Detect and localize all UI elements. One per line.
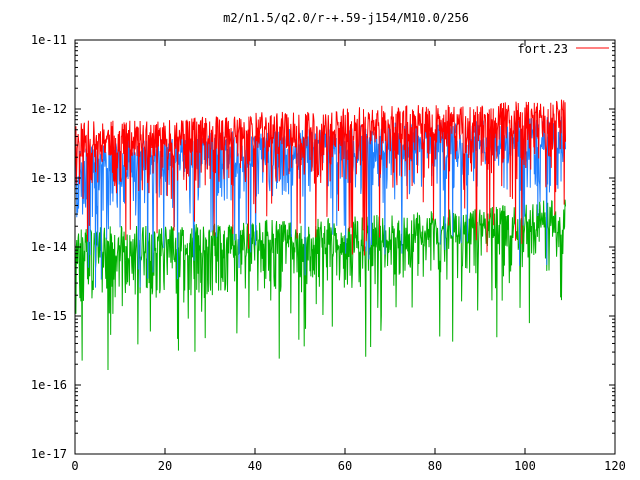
y-tick-label: 1e-12: [31, 102, 67, 116]
y-tick-label: 1e-13: [31, 171, 67, 185]
y-tick-label: 1e-17: [31, 447, 67, 461]
y-tick-label: 1e-16: [31, 378, 67, 392]
y-tick-label: 1e-11: [31, 33, 67, 47]
x-tick-label: 40: [248, 459, 262, 473]
axes-layer: 0 20 40 60 80 100 120 1e-17 1e-16 1e-15 1e-14 1e-13…: [31, 33, 626, 473]
x-tick-label: 0: [71, 459, 78, 473]
series-layer: [74, 99, 566, 371]
y-tick-label: 1e-14: [31, 240, 67, 254]
legend: fort.23: [517, 42, 609, 56]
x-tick-label: 60: [338, 459, 352, 473]
chart-title: m2/n1.5/q2.0/r-+.59-j154/M10.0/256: [223, 11, 469, 25]
x-tick-label: 100: [514, 459, 536, 473]
x-tick-label: 120: [604, 459, 626, 473]
series-line-series-2: [74, 199, 566, 371]
x-tick-label: 80: [428, 459, 442, 473]
x-tick-label: 20: [158, 459, 172, 473]
legend-label-fort-23: fort.23: [517, 42, 568, 56]
y-tick-label: 1e-15: [31, 309, 67, 323]
series-line-fort-23: [74, 99, 566, 256]
